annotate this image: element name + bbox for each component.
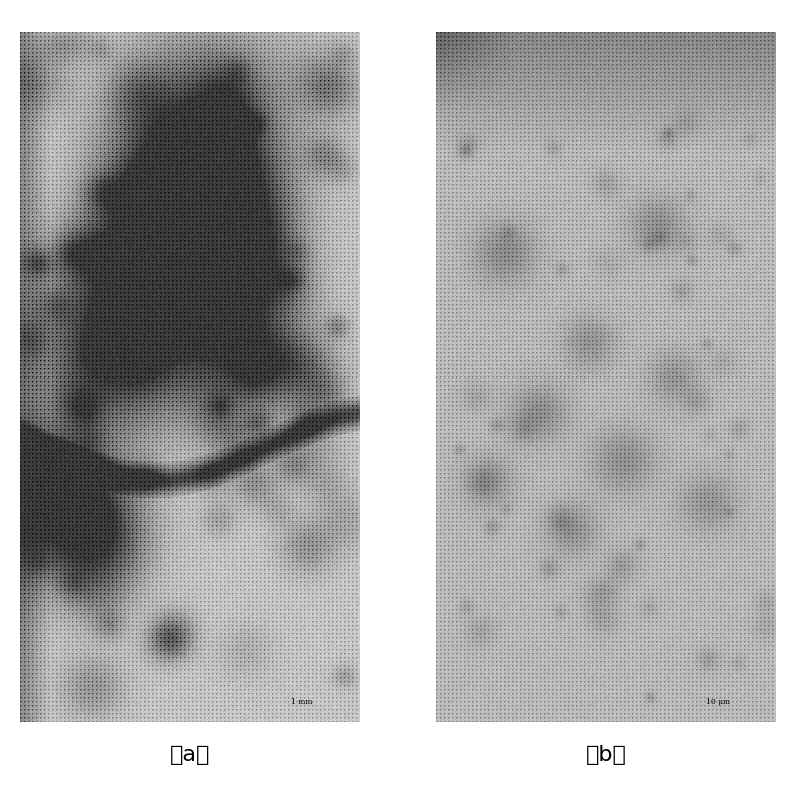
Text: 10 μm: 10 μm: [706, 699, 730, 707]
Text: （a）: （a）: [170, 745, 210, 765]
Text: （b）: （b）: [586, 745, 626, 765]
Text: 1 mm: 1 mm: [291, 699, 313, 707]
